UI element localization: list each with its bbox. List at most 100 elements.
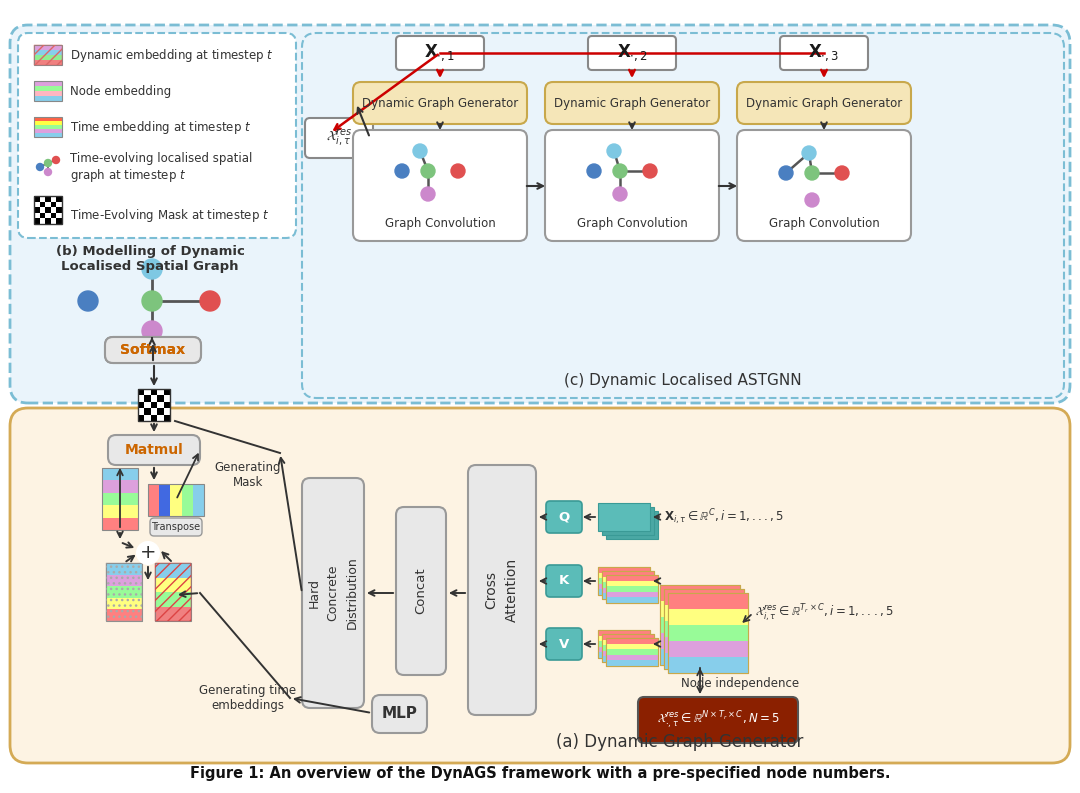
Bar (598, 567, 650, 573)
Bar (102, 492, 138, 505)
Bar (158, 408, 163, 415)
Bar (33, 50, 62, 55)
Bar (660, 585, 740, 665)
FancyBboxPatch shape (305, 118, 373, 158)
Bar (664, 589, 744, 669)
Bar (598, 653, 650, 658)
Circle shape (141, 291, 162, 311)
FancyBboxPatch shape (396, 507, 446, 675)
FancyBboxPatch shape (302, 478, 364, 708)
Bar (145, 415, 151, 421)
Bar (606, 638, 658, 666)
Bar (102, 468, 138, 530)
Text: Time-Evolving Mask at timestep $t$: Time-Evolving Mask at timestep $t$ (70, 208, 269, 224)
Bar (598, 630, 650, 658)
Text: Generating time
embeddings: Generating time embeddings (200, 684, 297, 712)
Text: $\mathcal{X}_{\cdot,\tau}^{res} \in \mathbb{R}^{N \times T_r \times C}, N=5$: $\mathcal{X}_{\cdot,\tau}^{res} \in \mat… (657, 709, 780, 730)
FancyBboxPatch shape (737, 82, 912, 124)
Bar (602, 634, 654, 640)
Text: Cross
Attention: Cross Attention (485, 558, 519, 622)
Bar (606, 638, 658, 644)
Bar (33, 45, 62, 65)
FancyBboxPatch shape (545, 130, 719, 241)
Text: $\mathbf{X}_{\cdot,1}$: $\mathbf{X}_{\cdot,1}$ (424, 43, 456, 63)
Bar (156, 563, 191, 577)
Bar (148, 484, 204, 516)
Bar (33, 117, 62, 137)
Bar (660, 585, 740, 665)
Bar (56, 213, 62, 218)
Bar (33, 129, 62, 133)
Bar (33, 213, 40, 218)
Bar (156, 577, 191, 592)
Bar (33, 201, 40, 207)
Bar (602, 507, 654, 535)
Bar (602, 634, 654, 662)
Bar (45, 196, 51, 201)
Bar (669, 593, 748, 609)
Bar (598, 630, 650, 636)
Circle shape (607, 144, 621, 158)
FancyBboxPatch shape (545, 82, 719, 124)
Circle shape (613, 164, 627, 178)
Bar (102, 481, 138, 492)
Bar (602, 634, 654, 662)
Bar (156, 592, 191, 607)
Bar (56, 218, 62, 224)
Bar (598, 578, 650, 584)
FancyBboxPatch shape (353, 82, 527, 124)
Bar (660, 633, 740, 649)
FancyBboxPatch shape (302, 33, 1064, 398)
Bar (664, 605, 744, 621)
Bar (138, 396, 145, 402)
Bar (156, 563, 191, 621)
Bar (33, 81, 62, 101)
Bar (606, 655, 658, 661)
Text: $\mathbf{X}_{\cdot,2}$: $\mathbf{X}_{\cdot,2}$ (617, 43, 647, 63)
Text: Node embedding: Node embedding (70, 85, 172, 98)
Bar (145, 389, 151, 396)
Bar (51, 207, 56, 213)
FancyBboxPatch shape (780, 36, 868, 70)
Bar (102, 468, 138, 481)
FancyBboxPatch shape (108, 435, 200, 465)
Bar (598, 573, 650, 578)
Text: MLP: MLP (381, 707, 418, 722)
Bar (606, 586, 658, 592)
Bar (106, 598, 141, 609)
Text: Transpose: Transpose (151, 522, 201, 532)
Bar (660, 617, 740, 633)
Text: K: K (558, 574, 569, 588)
FancyBboxPatch shape (105, 337, 201, 363)
Bar (602, 582, 654, 588)
Bar (602, 577, 654, 582)
Bar (138, 389, 170, 421)
Text: (c) Dynamic Localised ASTGNN: (c) Dynamic Localised ASTGNN (564, 373, 801, 388)
Circle shape (141, 259, 162, 279)
Bar (598, 630, 650, 658)
Bar (660, 649, 740, 665)
Bar (602, 646, 654, 651)
Bar (33, 117, 62, 121)
Bar (159, 484, 171, 516)
Bar (45, 201, 51, 207)
Bar (56, 201, 62, 207)
Bar (151, 396, 158, 402)
Circle shape (141, 321, 162, 341)
Bar (156, 607, 191, 621)
Text: Concat: Concat (415, 568, 428, 615)
Circle shape (78, 291, 98, 311)
Bar (51, 218, 56, 224)
Bar (598, 647, 650, 653)
FancyBboxPatch shape (546, 628, 582, 660)
Text: Graph Convolution: Graph Convolution (577, 217, 687, 231)
Bar (51, 213, 56, 218)
Bar (664, 589, 744, 605)
Bar (664, 621, 744, 637)
Bar (106, 563, 141, 621)
Bar (40, 201, 45, 207)
Text: V: V (558, 638, 569, 650)
Text: (a) Dynamic Graph Generator: (a) Dynamic Graph Generator (556, 733, 804, 751)
FancyBboxPatch shape (588, 36, 676, 70)
Text: Softmax: Softmax (121, 343, 186, 357)
